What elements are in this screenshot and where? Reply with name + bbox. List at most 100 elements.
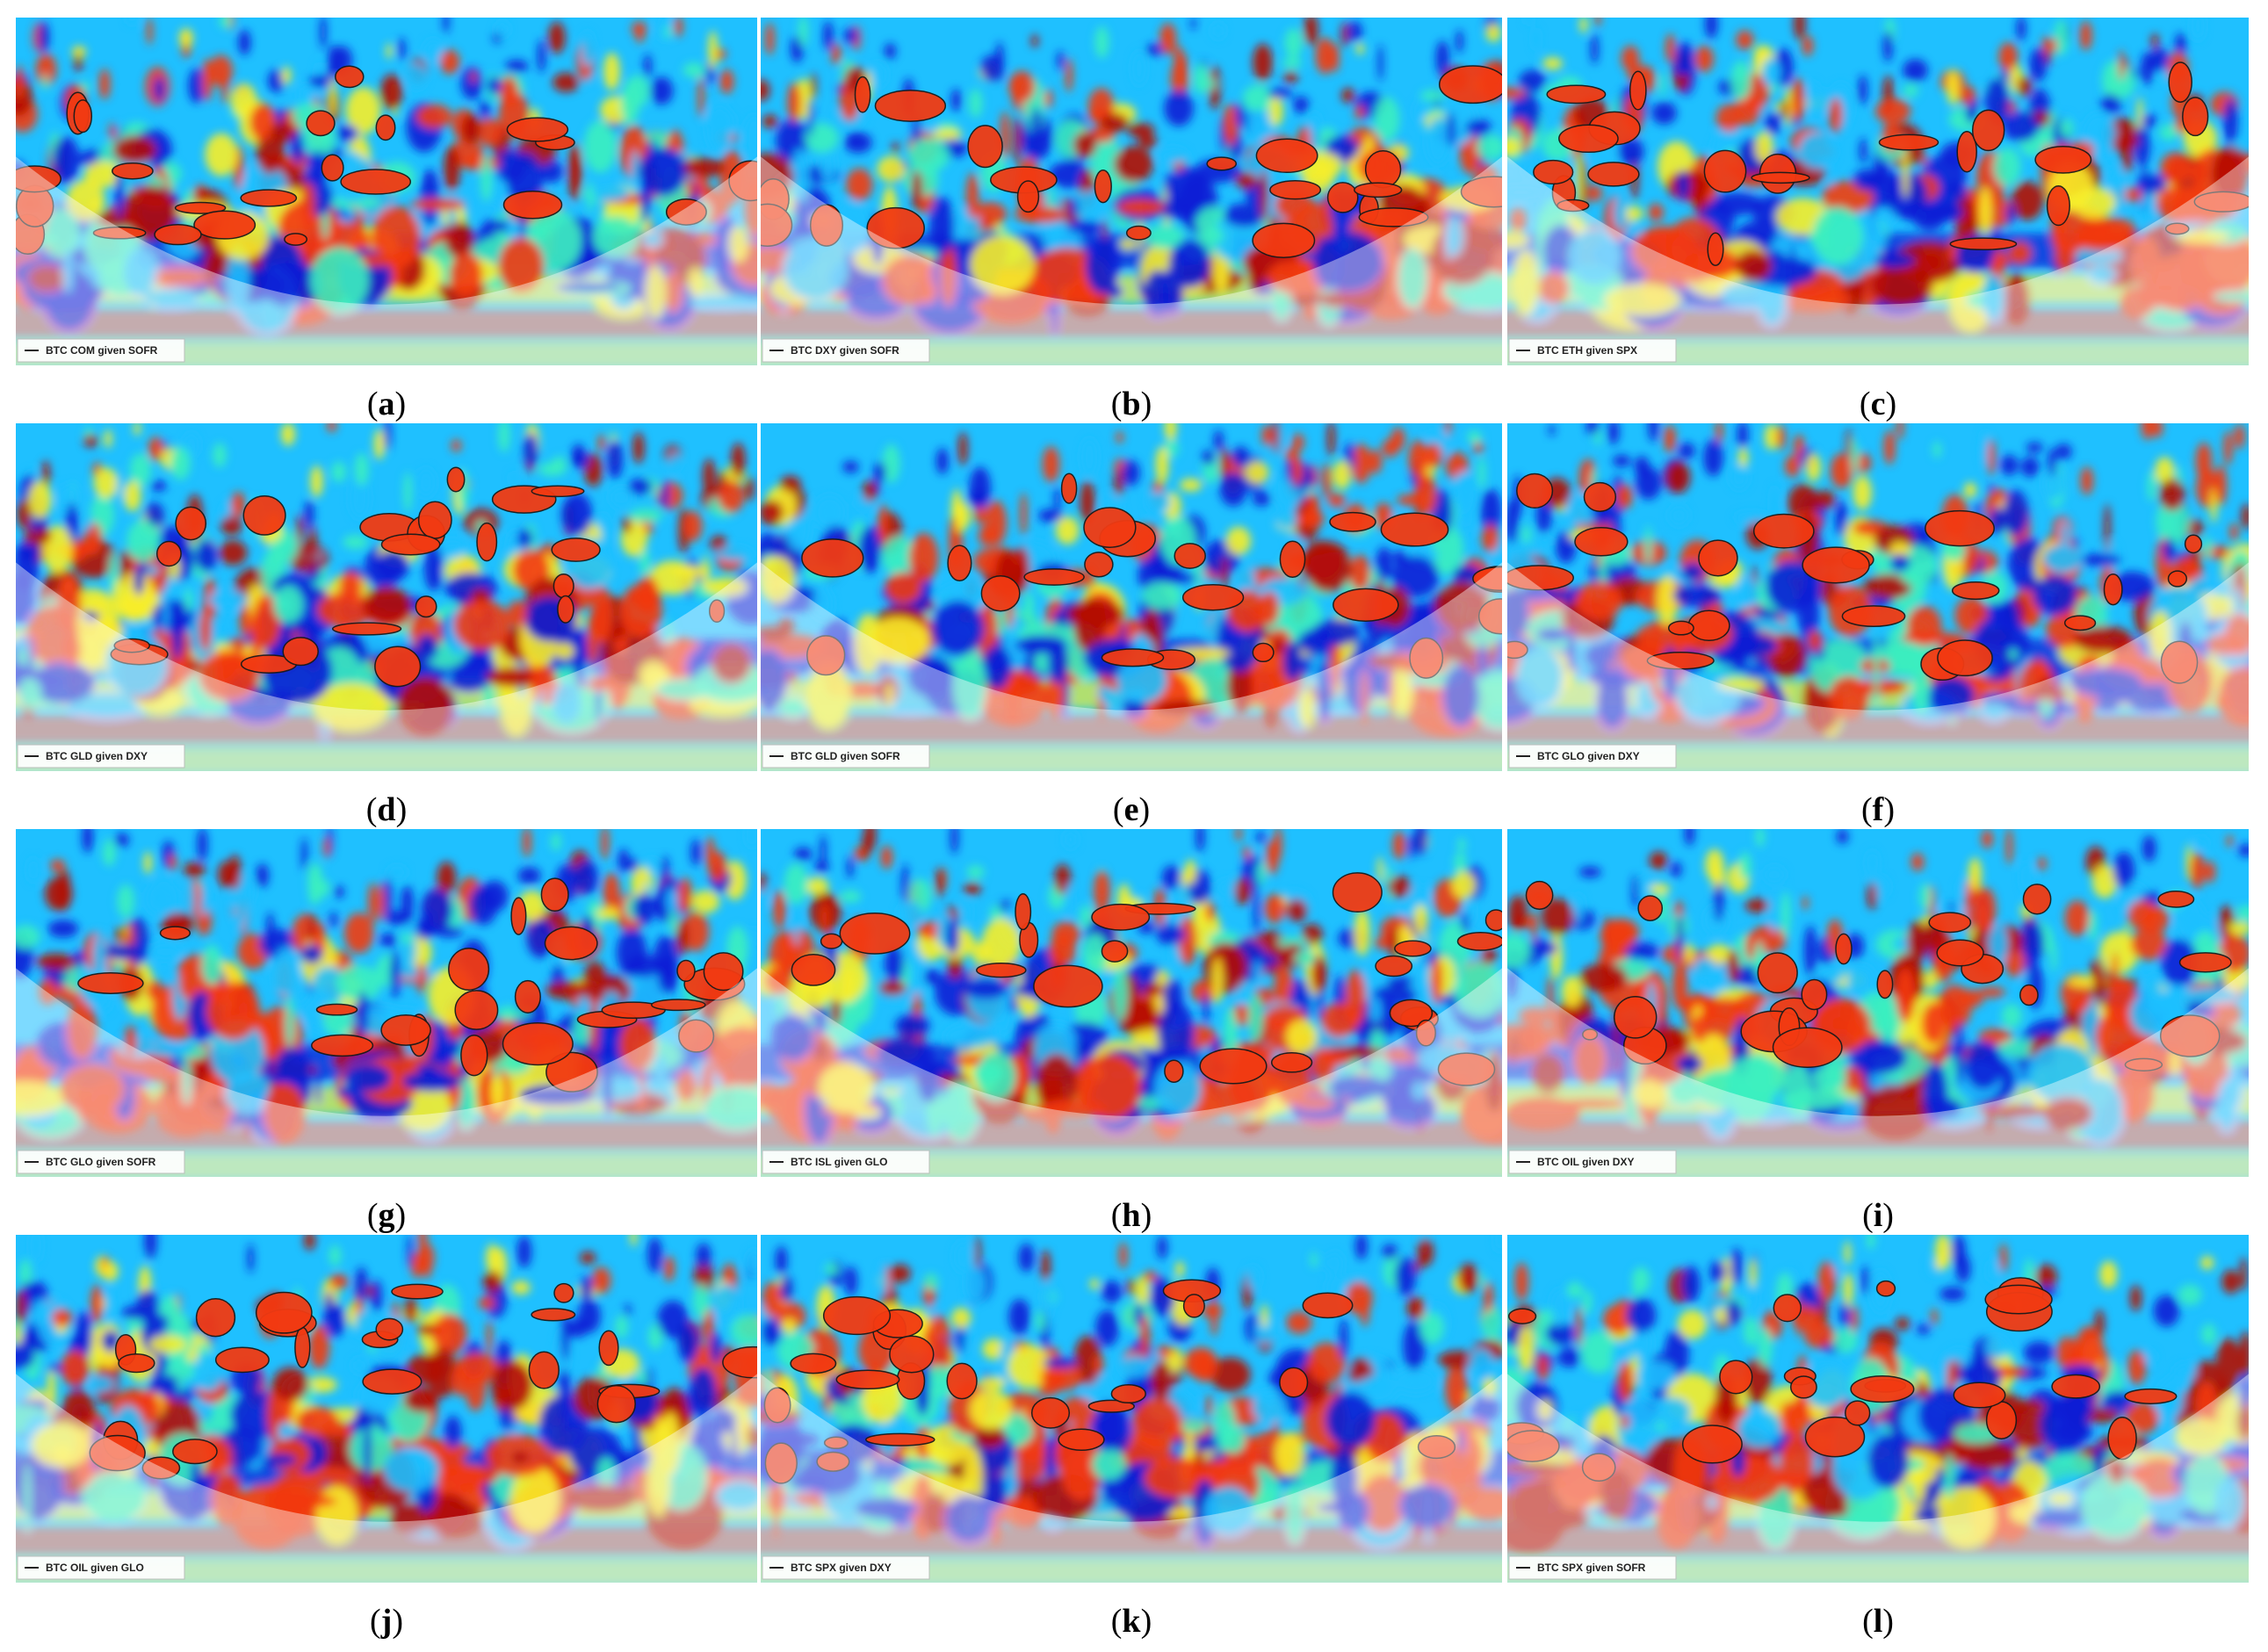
power-blob (453, 599, 511, 651)
power-blob (1473, 442, 1484, 454)
power-blob (1507, 934, 1531, 969)
power-blob (1958, 85, 1976, 105)
power-blob (1594, 18, 1601, 26)
power-blob (75, 1311, 93, 1359)
power-blob (349, 1426, 394, 1472)
power-blob (2000, 454, 2019, 476)
power-blob (1157, 1345, 1173, 1359)
power-blob (19, 1259, 32, 1290)
power-blob (1414, 1259, 1421, 1273)
significant-region (1507, 1308, 1537, 1324)
power-blob (2153, 1295, 2180, 1327)
power-blob (648, 1324, 663, 1350)
power-blob (690, 1435, 708, 1446)
power-blob (1540, 535, 1549, 546)
power-blob (1780, 891, 1791, 938)
power-blob (188, 881, 195, 913)
power-blob (1737, 447, 1749, 470)
power-blob (1612, 454, 1631, 467)
power-blob (764, 966, 793, 995)
power-blob (707, 851, 727, 883)
power-blob (16, 65, 25, 100)
power-blob (1599, 1468, 1635, 1522)
power-blob (184, 432, 199, 458)
power-blob (1035, 1053, 1078, 1115)
power-blob (1730, 464, 1749, 490)
power-blob (1517, 1325, 1535, 1373)
power-blob (1477, 457, 1486, 489)
power-blob (39, 978, 57, 1006)
power-blob (1508, 895, 1528, 932)
significant-region (967, 125, 1003, 169)
power-blob (517, 867, 541, 884)
panel-letter: c (1870, 386, 1886, 422)
significant-region (118, 1353, 155, 1374)
power-band (16, 715, 757, 744)
power-blob (1116, 198, 1165, 216)
cone-of-influence (16, 1235, 757, 1583)
wavelet-panel-i: BTC OIL given DXY (1507, 829, 2249, 1177)
power-blob (383, 423, 392, 451)
power-blob (1143, 1271, 1158, 1282)
power-blob (184, 862, 206, 877)
power-blob (1252, 491, 1271, 507)
power-blob (1330, 634, 1341, 693)
power-blob (1054, 863, 1072, 895)
power-blob (498, 237, 545, 293)
power-blob (489, 178, 502, 204)
power-blob (747, 1249, 757, 1275)
power-blob (935, 448, 949, 475)
power-blob (1374, 97, 1400, 141)
power-blob (398, 37, 406, 61)
power-blob (1472, 671, 1502, 729)
power-blob (1933, 204, 1964, 221)
significant-region (1181, 583, 1245, 611)
power-blob (2100, 94, 2122, 113)
significant-region (1949, 237, 2018, 251)
power-blob (1977, 986, 2005, 998)
power-blob (1960, 1440, 2018, 1471)
power-blob (2127, 1462, 2156, 1484)
power-blob (1245, 461, 1269, 484)
significant-region (1525, 880, 1554, 910)
power-blob (1530, 1053, 1566, 1094)
power-blob (1469, 1348, 1495, 1381)
significant-region (1953, 1381, 2006, 1409)
power-blob (946, 919, 960, 955)
power-blob (270, 121, 296, 144)
power-blob (1547, 975, 1554, 1022)
power-blob (1444, 423, 1451, 436)
power-blob (490, 1074, 505, 1111)
power-blob (1081, 934, 1109, 975)
power-blob (154, 76, 165, 102)
significance-contours (763, 1279, 1456, 1484)
power-blob (1525, 18, 1532, 25)
power-blob (669, 452, 681, 473)
power-field (761, 1235, 1502, 1583)
power-blob (911, 170, 922, 210)
power-blob (2238, 843, 2249, 857)
power-blob (163, 586, 169, 635)
power-blob (1964, 1041, 2003, 1090)
power-blob (1579, 963, 1628, 992)
power-blob (1408, 440, 1428, 479)
power-blob (1408, 834, 1415, 860)
power-blob (1455, 473, 1478, 516)
power-blob (184, 588, 192, 613)
power-blob (1446, 221, 1455, 259)
power-blob (761, 556, 796, 603)
power-blob (1391, 555, 1440, 598)
power-blob (1101, 112, 1129, 133)
power-blob (2175, 1418, 2229, 1455)
power-blob (437, 862, 457, 894)
power-blob (961, 900, 971, 924)
power-blob (884, 43, 896, 60)
power-blob (580, 1275, 593, 1302)
cone-of-influence (1507, 1235, 2249, 1583)
power-blob (640, 170, 651, 223)
power-blob (2016, 18, 2026, 41)
significant-region (822, 1295, 892, 1336)
power-blob (56, 484, 82, 513)
power-blob (1283, 71, 1298, 83)
power-blob (503, 1005, 515, 1021)
